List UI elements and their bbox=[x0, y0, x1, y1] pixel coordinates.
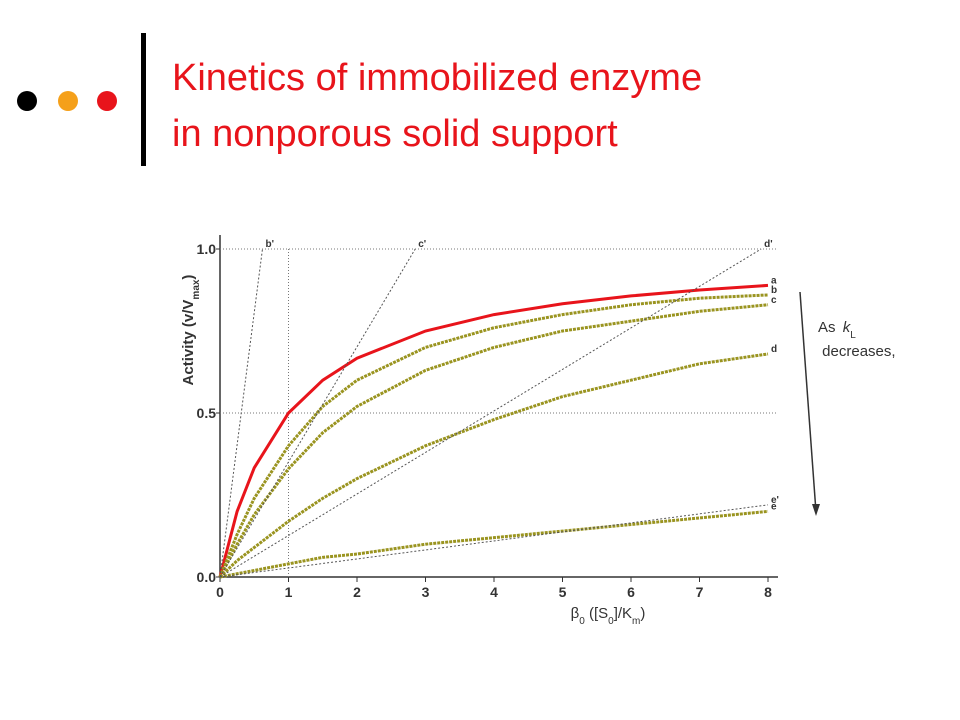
series-label: a bbox=[771, 275, 777, 286]
y-axis-label: Activity (v/Vmax) bbox=[180, 275, 202, 386]
series-label: e' bbox=[771, 495, 779, 506]
bullet-dot bbox=[58, 91, 78, 111]
series-label: b bbox=[771, 285, 777, 296]
label-part: ]/K bbox=[614, 605, 632, 622]
series-line bbox=[219, 509, 769, 579]
label-part: L bbox=[850, 330, 856, 341]
label-part: Activity (v/V bbox=[180, 300, 197, 386]
label-part: ) bbox=[180, 275, 197, 280]
divider bbox=[141, 33, 146, 166]
x-tick-label: 4 bbox=[490, 584, 498, 600]
series-label: b' bbox=[265, 239, 274, 250]
series-line bbox=[219, 248, 762, 578]
series-label: c' bbox=[418, 239, 426, 250]
label-part: β bbox=[571, 605, 580, 622]
y-tick-label: 0.0 bbox=[197, 569, 217, 585]
x-tick-label: 2 bbox=[353, 584, 361, 600]
x-tick-label: 5 bbox=[559, 584, 567, 600]
annotation: As kL decreases, bbox=[818, 319, 896, 360]
slide-title: Kinetics of immobilized enzyme bbox=[172, 57, 702, 99]
label-part: ) bbox=[640, 605, 645, 622]
x-tick-label: 8 bbox=[764, 584, 772, 600]
x-axis-label: β0 ([S0]/Km) bbox=[571, 605, 646, 627]
x-tick-label: 1 bbox=[285, 584, 293, 600]
series-label: e bbox=[771, 501, 777, 512]
slide-title: in nonporous solid support bbox=[172, 113, 618, 155]
label-part: As bbox=[818, 319, 840, 336]
series-label: d' bbox=[764, 239, 773, 250]
y-tick-label: 1.0 bbox=[197, 241, 217, 257]
series-label: c bbox=[771, 295, 777, 306]
series-line bbox=[218, 293, 769, 578]
series-line bbox=[219, 504, 769, 578]
y-tick-label: 0.5 bbox=[197, 405, 217, 421]
x-tick-label: 3 bbox=[422, 584, 430, 600]
series-label: d bbox=[771, 344, 777, 355]
label-part: ([S bbox=[585, 605, 608, 622]
label-part: max bbox=[191, 279, 202, 299]
arrow bbox=[799, 291, 817, 513]
bullet-dot bbox=[17, 91, 37, 111]
series-line bbox=[219, 248, 263, 578]
label-part: 0 bbox=[608, 616, 614, 627]
x-tick-label: 6 bbox=[627, 584, 635, 600]
series-line bbox=[218, 303, 769, 578]
series-line bbox=[218, 283, 769, 578]
arrow-head bbox=[812, 504, 820, 516]
label-part: m bbox=[632, 616, 640, 627]
label-part: decreases, bbox=[818, 343, 896, 360]
bullet-dot bbox=[97, 91, 117, 111]
label-part: k bbox=[843, 319, 852, 336]
x-tick-label: 7 bbox=[696, 584, 704, 600]
series-line bbox=[218, 352, 769, 579]
x-tick-label: 0 bbox=[216, 584, 224, 600]
label-part: 0 bbox=[579, 616, 585, 627]
